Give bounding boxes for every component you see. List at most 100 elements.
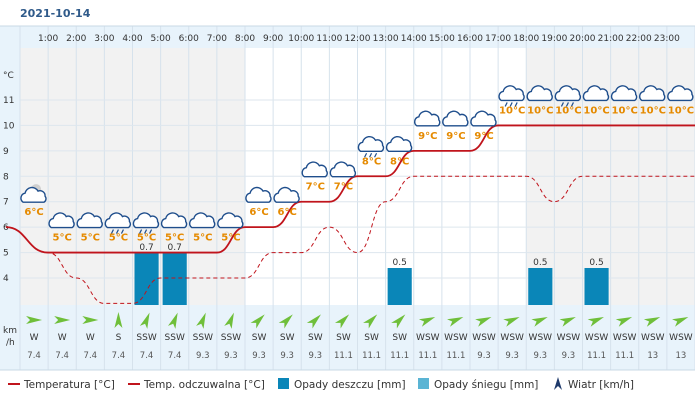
- rain-drop: [560, 102, 564, 107]
- cloud-shape: [48, 212, 75, 229]
- wind-arrow-icon: [224, 312, 234, 329]
- wind-direction-label: WSW: [500, 333, 524, 343]
- rain-drop: [144, 229, 148, 234]
- hour-tick-label: 20:00: [570, 34, 596, 44]
- temperature-label: 9°C: [446, 131, 465, 142]
- hour-tick-label: 6:00: [179, 34, 199, 44]
- wind-speed-label: 7.4: [55, 351, 69, 361]
- wind-speed-label: 7.4: [27, 351, 41, 361]
- wind-speed-label: 7.4: [140, 351, 154, 361]
- cloud-icon: [442, 110, 469, 127]
- cloud-icon: [414, 110, 441, 127]
- wind-arrow-shape: [363, 314, 378, 329]
- rain-drop: [504, 102, 508, 107]
- wind-arrow-shape: [334, 314, 350, 329]
- temperature-lines: [5, 124, 695, 304]
- rain-label: 0.7: [168, 243, 182, 253]
- hour-tick-label: 13:00: [373, 34, 399, 44]
- cloud-icon: [470, 110, 497, 127]
- rain-drop: [364, 153, 368, 158]
- y-tick-label: 9: [3, 147, 9, 157]
- cloud-shape: [582, 85, 610, 102]
- cloud-shape: [76, 212, 103, 229]
- wind-direction-label: SW: [308, 333, 323, 343]
- rain-label: 0.7: [139, 243, 153, 253]
- cloud-shape: [104, 212, 132, 229]
- cloud-shape: [189, 212, 216, 229]
- legend: Temperatura [°C] Temp. odczuwalna [°C] Opa…: [8, 377, 634, 391]
- wind-direction-label: WSW: [529, 333, 553, 343]
- wind-direction-label: SW: [336, 333, 351, 343]
- feels-like-line: [5, 175, 695, 304]
- temperature-label: 6°C: [249, 207, 268, 218]
- hour-tick-label: 14:00: [401, 34, 427, 44]
- wind-speed-label: 7.4: [84, 351, 98, 361]
- temperature-label: 8°C: [362, 156, 381, 167]
- rain-drop: [139, 229, 143, 234]
- wind-speed-label: 11.1: [362, 351, 381, 361]
- temperature-label: 10°C: [583, 105, 609, 116]
- rain-bar: [134, 253, 159, 305]
- wind-arrow-icon: [475, 317, 492, 327]
- temperature-label: 9°C: [474, 131, 493, 142]
- cloud-shape: [132, 212, 160, 229]
- wind-arrow-shape: [82, 316, 99, 324]
- hour-tick-label: 7:00: [207, 34, 227, 44]
- cloud-shape: [639, 85, 666, 102]
- hour-tick-label: 15:00: [429, 34, 455, 44]
- temperature-line: [5, 124, 695, 254]
- cloud-shape: [357, 136, 385, 152]
- rain-drop: [120, 229, 124, 234]
- cloud-shape: [610, 85, 638, 102]
- cloud-icon: [217, 212, 244, 229]
- y-axis-band: [0, 26, 20, 370]
- y-tick-label: 4: [3, 274, 9, 284]
- wind-arrow-icon: [531, 317, 548, 327]
- temperature-label: 10°C: [499, 105, 525, 116]
- wind-speed-label: 9.3: [534, 351, 548, 361]
- date-title: 2021-10-14: [20, 7, 91, 20]
- hour-tick-label: 23:00: [654, 34, 680, 44]
- wind-arrow-icon: [418, 317, 436, 327]
- y-tick-label: 7: [3, 198, 9, 208]
- legend-label: Opady deszczu [mm]: [294, 379, 406, 391]
- wind-speed-label: 11.1: [390, 351, 409, 361]
- wind-legend-icon: [554, 377, 562, 390]
- temperature-label: 8°C: [390, 156, 409, 167]
- wind-speed-label: 9.3: [477, 351, 491, 361]
- wind-arrow-shape: [418, 317, 436, 327]
- hour-tick-label: 5:00: [151, 34, 171, 44]
- wind-arrow-icon: [26, 316, 43, 324]
- legend-label: Opady śniegu [mm]: [434, 379, 538, 391]
- wind-direction-label: S: [116, 333, 122, 343]
- wind-arrow-shape: [196, 312, 206, 329]
- wind-arrow-shape: [224, 312, 234, 329]
- rain-label: 0.5: [393, 258, 407, 268]
- wind-arrow-icon: [278, 314, 293, 329]
- wind-arrow-shape: [306, 314, 321, 329]
- rain-drop: [570, 102, 574, 107]
- wind-arrow-icon: [363, 314, 378, 329]
- rain-drop: [115, 229, 119, 234]
- cloud-shape: [20, 186, 47, 203]
- rain-drop: [369, 153, 373, 158]
- wind-arrow-shape: [278, 314, 293, 329]
- wind-arrow-icon: [447, 317, 464, 327]
- y-unit-label: °C: [3, 71, 14, 81]
- wind-arrow-shape: [54, 316, 71, 324]
- temperature-label: 5°C: [221, 233, 240, 244]
- wind-speed-label: 7.4: [168, 351, 182, 361]
- rain-label: 0.5: [589, 258, 603, 268]
- rain-bar: [584, 268, 609, 305]
- wind-arrow-shape: [447, 317, 464, 327]
- cloud-icon: [582, 85, 610, 102]
- cloud-drizzle-icon: [498, 85, 525, 107]
- cloud-icon: [160, 212, 188, 229]
- wind-direction-label: SW: [280, 333, 295, 343]
- temperature-label: 10°C: [527, 105, 553, 116]
- wind-direction-label: SSW: [193, 333, 213, 343]
- wind-direction-label: WSW: [585, 333, 609, 343]
- wind-arrow-icon: [503, 317, 520, 327]
